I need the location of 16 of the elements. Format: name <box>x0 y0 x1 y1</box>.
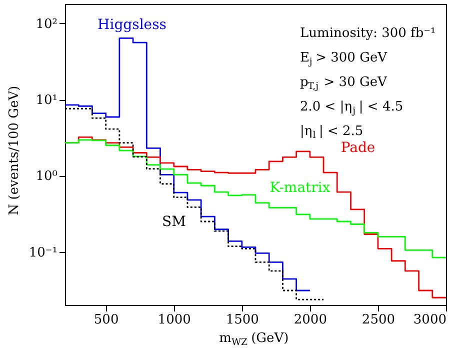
x-tick-label: 3000 <box>413 312 446 328</box>
y-tick-label: 10² <box>36 16 58 32</box>
y-axis-title: N (events/100 GeV) <box>7 86 22 216</box>
series-label: K-matrix <box>270 180 330 196</box>
x-tick-label: 2500 <box>362 312 396 328</box>
y-tick-label: 10⁰ <box>36 169 58 184</box>
x-tick-label: 1500 <box>226 312 259 328</box>
x-tick-label: 500 <box>94 312 119 328</box>
x-tick-label: 1000 <box>158 312 191 328</box>
series-label: Pade <box>340 140 376 156</box>
x-tick-label: 2000 <box>294 312 327 328</box>
y-tick-label: 10¹ <box>36 93 58 108</box>
series-label: Higgsless <box>98 17 166 33</box>
series-label: SM <box>162 214 186 230</box>
y-tick-label: 10⁻¹ <box>28 245 58 260</box>
annotation: Luminosity: 300 fb⁻¹ <box>300 26 436 41</box>
